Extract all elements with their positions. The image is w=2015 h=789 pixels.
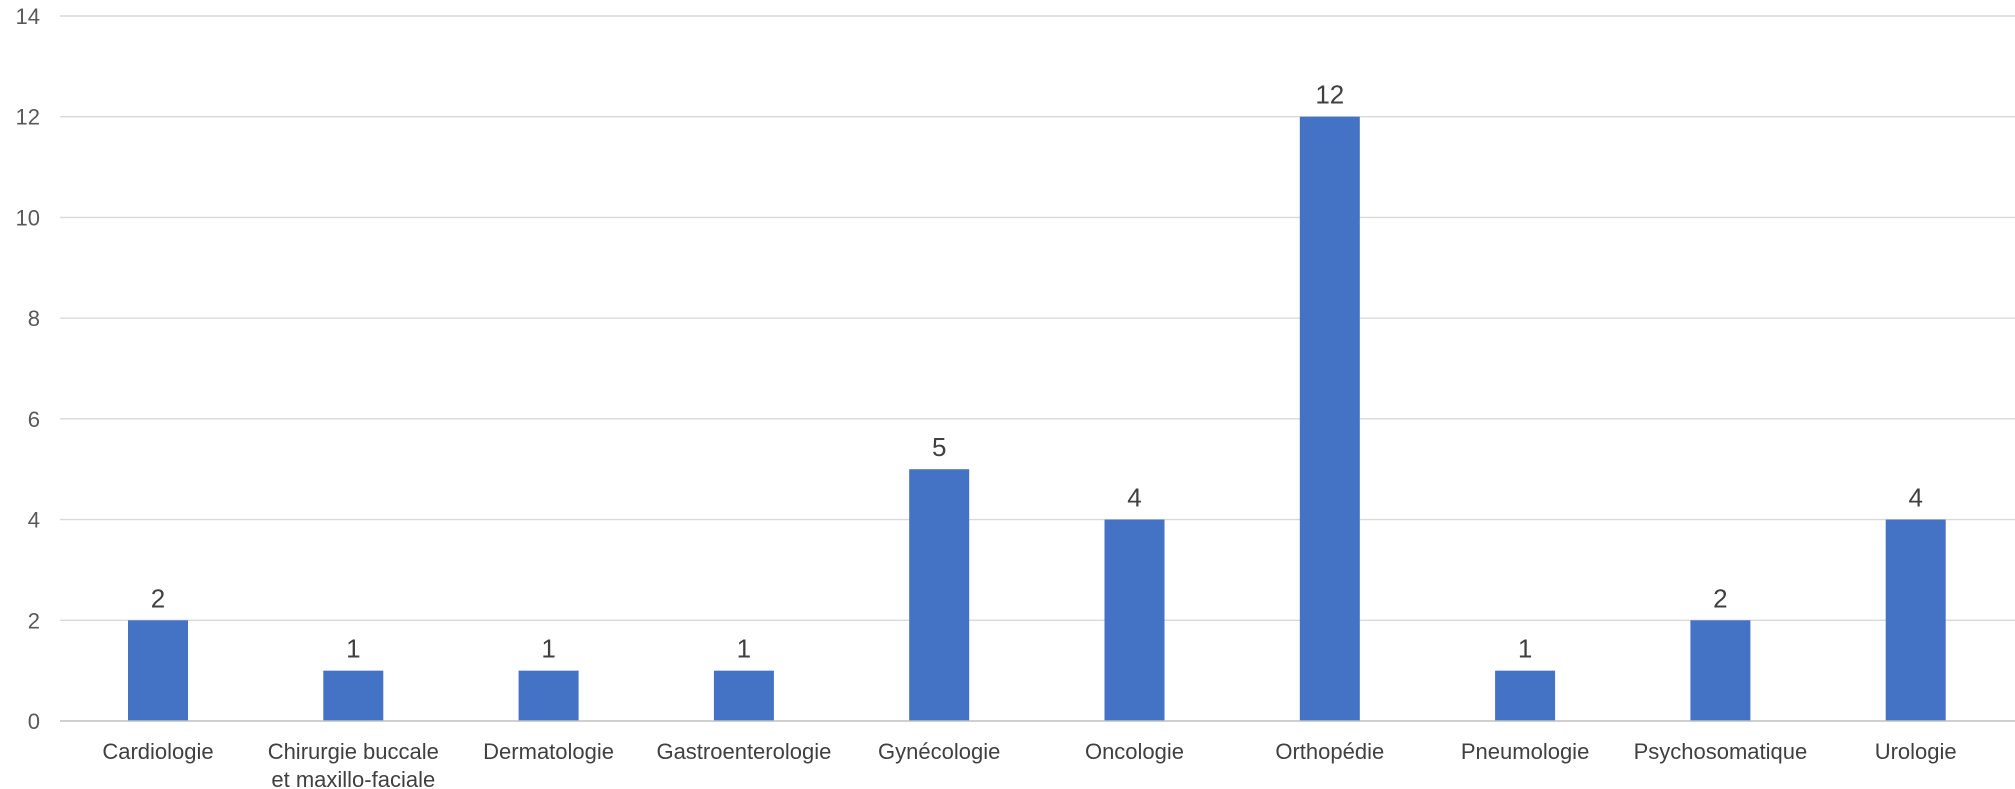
data-label: 2 xyxy=(151,583,165,613)
data-label: 2 xyxy=(1713,583,1727,613)
x-tick-label-line: Chirurgie buccale xyxy=(268,739,439,764)
data-label: 5 xyxy=(932,432,946,462)
data-label: 1 xyxy=(1518,634,1532,664)
data-label: 12 xyxy=(1315,80,1344,110)
bar xyxy=(713,670,774,721)
x-tick-label: Pneumologie xyxy=(1461,739,1589,764)
x-tick-label-line: Gastroenterologie xyxy=(656,739,831,764)
y-tick-label: 8 xyxy=(28,306,40,331)
x-tick-label-line: Pneumologie xyxy=(1461,739,1589,764)
data-label: 1 xyxy=(346,634,360,664)
x-tick-label: Cardiologie xyxy=(102,739,213,764)
y-tick-label: 10 xyxy=(16,205,40,230)
y-axis-ticks: 0 2 4 6 8 10 12 14 xyxy=(16,4,40,734)
bar xyxy=(128,620,188,721)
data-label: 1 xyxy=(541,634,555,664)
y-tick-label: 2 xyxy=(28,608,40,633)
data-label: 4 xyxy=(1127,483,1141,513)
x-tick-label-line: Psychosomatique xyxy=(1634,739,1808,764)
x-tick-label: Chirurgie buccale et maxillo-faciale xyxy=(268,739,439,789)
x-tick-label-line: et maxillo-faciale xyxy=(271,767,435,789)
bar xyxy=(1690,620,1751,721)
x-tick-label-line: Gynécologie xyxy=(878,739,1000,764)
bars xyxy=(128,116,1946,721)
data-label: 4 xyxy=(1908,483,1922,513)
bar xyxy=(1104,519,1165,721)
bar xyxy=(1299,116,1360,721)
x-tick-label-line: Cardiologie xyxy=(102,739,213,764)
bar xyxy=(518,670,579,721)
y-tick-label: 0 xyxy=(28,709,40,734)
y-tick-label: 12 xyxy=(16,105,40,130)
x-tick-label-line: Orthopédie xyxy=(1275,739,1384,764)
y-tick-label: 14 xyxy=(16,4,40,29)
data-label: 1 xyxy=(737,634,751,664)
x-tick-label-line: Oncologie xyxy=(1085,739,1184,764)
bar xyxy=(909,469,970,721)
x-tick-label: Psychosomatique xyxy=(1634,739,1808,764)
y-tick-label: 6 xyxy=(28,407,40,432)
x-axis-ticks: Cardiologie Chirurgie buccale et maxillo-f… xyxy=(102,739,1956,789)
bar xyxy=(323,670,384,721)
x-tick-label: Orthopédie xyxy=(1275,739,1384,764)
x-tick-label-line: Dermatologie xyxy=(483,739,614,764)
gridlines xyxy=(60,15,2015,621)
x-tick-label: Gastroenterologie xyxy=(656,739,831,764)
x-tick-label: Urologie xyxy=(1875,739,1957,764)
y-tick-label: 4 xyxy=(28,508,40,533)
x-tick-label: Gynécologie xyxy=(878,739,1000,764)
x-tick-label-line: Urologie xyxy=(1875,739,1957,764)
x-tick-label: Oncologie xyxy=(1085,739,1184,764)
bar xyxy=(1495,670,1556,721)
bar xyxy=(1885,519,1946,721)
x-tick-label: Dermatologie xyxy=(483,739,614,764)
